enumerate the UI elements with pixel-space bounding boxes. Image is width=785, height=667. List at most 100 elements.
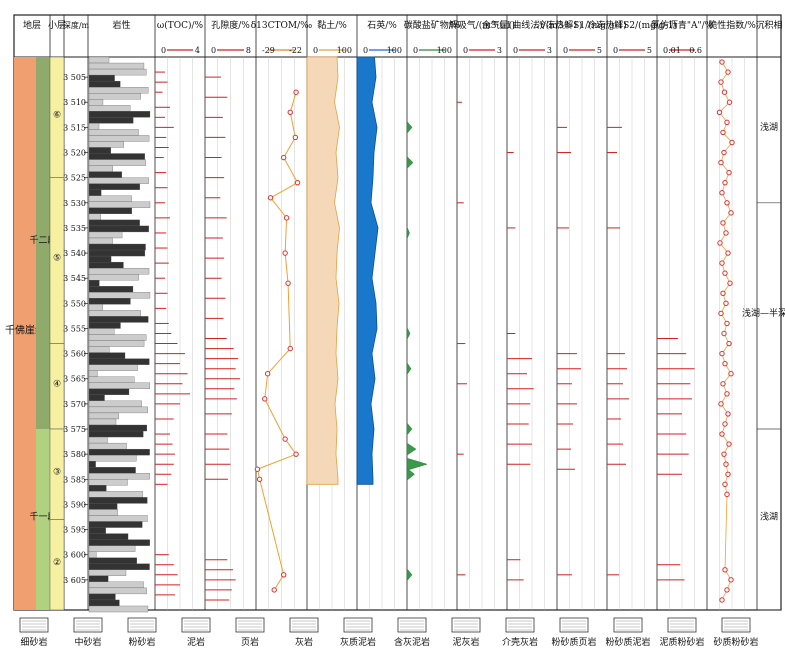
lithology-bed: [88, 141, 124, 148]
lithology-bed: [88, 56, 110, 64]
d13c-point: [292, 134, 299, 141]
depth-tick-label: 3 580: [63, 450, 86, 459]
sublayer-label: ③: [53, 467, 61, 477]
lithology-bed: [88, 171, 122, 178]
legend-swatch: [559, 617, 589, 633]
d13c-point: [287, 345, 293, 352]
d13c-point: [293, 89, 299, 95]
brittle-point: [724, 491, 730, 498]
lithology-bed: [88, 436, 108, 444]
d13c-point: [282, 436, 288, 442]
d13c-point: [267, 195, 274, 201]
legend-swatch: [235, 617, 265, 633]
header-s1: 冷冻热解S1/(mg·g-1): [537, 19, 627, 31]
carbonate-peak: [406, 155, 414, 170]
lithology-bed: [88, 424, 148, 432]
brittle-point: [723, 300, 729, 307]
legend-swatch: [73, 617, 103, 633]
lithology-bed: [88, 201, 151, 208]
legend-swatch: [721, 617, 751, 633]
brittle-point: [728, 577, 734, 583]
scale-max-toc: 4: [195, 46, 200, 55]
lithology-bed: [88, 129, 139, 136]
lithology-bed: [88, 280, 100, 287]
carbonate-peak: [406, 327, 411, 340]
legend-swatch: [181, 617, 211, 633]
header-bitumen: 氯仿沥青"A"/%: [651, 19, 714, 31]
lithology-bed: [88, 165, 113, 172]
lithology-bed: [88, 93, 141, 100]
brittle-point: [726, 340, 732, 347]
depth-tick-label: 3 530: [63, 199, 86, 208]
brittle-point: [721, 451, 727, 457]
lithology-bed: [88, 551, 97, 558]
legend-label: 砂质粉砂岩: [713, 636, 758, 648]
legend-swatch: [343, 617, 373, 633]
lithology-bed: [88, 207, 132, 215]
legend-label: 粉砂质泥岩: [605, 636, 650, 648]
depth-tick-label: 3 575: [63, 425, 86, 434]
lithology-bed: [88, 286, 134, 293]
lithology-bed: [88, 461, 96, 468]
lithology-bed: [88, 587, 147, 595]
carbonate-peak: [406, 120, 413, 135]
lithology-bed: [88, 267, 150, 275]
brittle-point: [725, 411, 731, 417]
header-clay: 黏土/%: [317, 19, 347, 31]
brittle-point: [725, 69, 731, 75]
quartz-area: [356, 56, 379, 485]
scale-min-desorb: 0: [463, 46, 468, 55]
sublayer-label: ②: [53, 558, 61, 568]
member-band: [36, 429, 50, 610]
legend-label: 粉砂质页岩: [551, 636, 596, 648]
lithology-bed: [88, 509, 118, 516]
legend-label: 灰质泥岩: [340, 636, 376, 648]
brittle-point: [719, 190, 725, 196]
lithology-bed: [88, 316, 149, 323]
depth-tick-label: 3 505: [63, 73, 86, 82]
lithology-bed: [88, 394, 105, 402]
lithology-bed: [88, 491, 143, 498]
scale-min-quartz: 0: [363, 46, 368, 55]
legend-label: 泥灰岩: [452, 636, 479, 648]
lithology-bed: [88, 605, 149, 613]
lithology-bed: [88, 219, 140, 227]
lithology-bed: [88, 334, 147, 341]
lithology-bed: [88, 575, 109, 582]
lithology-bed: [88, 292, 151, 299]
scale-max-desorb: 3: [497, 46, 502, 55]
depth-tick-label: 3 550: [63, 299, 86, 308]
brittle-point: [724, 587, 730, 593]
carbonate-peak: [406, 361, 412, 376]
carbonate-peak: [406, 422, 413, 436]
brittle-point: [720, 381, 726, 387]
brittle-point: [724, 391, 730, 397]
depth-tick-label: 3 520: [63, 149, 86, 158]
legend-label: 中砂岩: [74, 636, 101, 648]
lithology-bed: [88, 255, 112, 263]
carbonate-peak: [406, 442, 417, 456]
formation-band: [14, 57, 36, 610]
brittle-point: [722, 481, 728, 488]
lithology-bed: [88, 111, 151, 118]
lithology-bed: [88, 430, 144, 438]
legend-swatch: [505, 617, 535, 633]
depth-tick-label: 3 545: [63, 274, 86, 283]
brittle-point: [717, 240, 723, 246]
lithology-bed: [88, 533, 129, 540]
scale-max-clay: 100: [337, 46, 352, 55]
d13c-point: [264, 371, 271, 377]
brittle-point: [729, 139, 735, 146]
header-s2: 冷冻热解S2/(mg·g-1): [587, 19, 677, 31]
legend-swatch: [19, 617, 49, 633]
lithology-bed: [88, 189, 102, 196]
lithology-bed: [88, 87, 149, 94]
lithology-bed: [88, 569, 127, 576]
lithology-bed: [88, 105, 131, 112]
legend-label: 泥岩: [187, 636, 205, 648]
legend-label: 泥质粉砂岩: [659, 636, 704, 648]
brittle-point: [723, 230, 729, 236]
brittle-point: [718, 159, 724, 166]
lithology-bed: [88, 418, 117, 426]
